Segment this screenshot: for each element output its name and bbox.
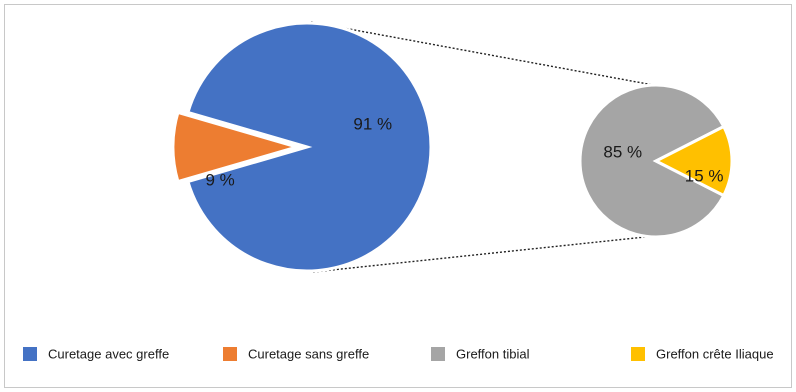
- chart-frame: 91 % 9 % 85 % 15 % Curetage avec greffe Cure…: [4, 4, 792, 388]
- legend-item-greffon-tibial: Greffon tibial: [431, 346, 530, 361]
- legend-label-curetage-avec-greffe: Curetage avec greffe: [48, 346, 169, 361]
- legend-swatch-curetage-sans-greffe: [223, 347, 237, 361]
- data-label-curetage-sans-greffe: 9 %: [205, 170, 234, 189]
- legend-swatch-curetage-avec-greffe: [23, 347, 37, 361]
- pie-of-pie-chart: 91 %9 %85 %15 % Curetage avec greffe Cure…: [23, 21, 774, 361]
- secondary-pie: [578, 83, 734, 239]
- legend-label-curetage-sans-greffe: Curetage sans greffe: [248, 346, 369, 361]
- connector-line-bottom: [312, 234, 665, 273]
- slice-labels: 91 % 9 % 85 % 15 %: [205, 114, 723, 189]
- legend: Curetage avec greffe Curetage sans greffe…: [23, 346, 774, 361]
- legend-item-greffon-crete-iliaque: Greffon crête Iliaque: [631, 346, 774, 361]
- slice-curetage-sans-greffe: [171, 110, 303, 184]
- slice-greffon-crete-iliaque: [652, 124, 734, 198]
- legend-swatch-greffon-tibial: [431, 347, 445, 361]
- data-label-curetage-avec-greffe: 91 %: [353, 114, 392, 133]
- slice-greffon-tibial: [578, 83, 726, 239]
- data-label-greffon-tibial: 85 %: [603, 142, 642, 161]
- legend-item-curetage-sans-greffe: Curetage sans greffe: [223, 346, 369, 361]
- connector-lines: [310, 21, 665, 273]
- legend-swatch-greffon-crete-iliaque: [631, 347, 645, 361]
- main-pie: [171, 21, 433, 273]
- legend-label-greffon-crete-iliaque: Greffon crête Iliaque: [656, 346, 774, 361]
- legend-label-greffon-tibial: Greffon tibial: [456, 346, 530, 361]
- legend-item-curetage-avec-greffe: Curetage avec greffe: [23, 346, 169, 361]
- data-label-greffon-crete-iliaque: 15 %: [685, 166, 724, 185]
- slice-curetage-avec-greffe: [186, 21, 433, 273]
